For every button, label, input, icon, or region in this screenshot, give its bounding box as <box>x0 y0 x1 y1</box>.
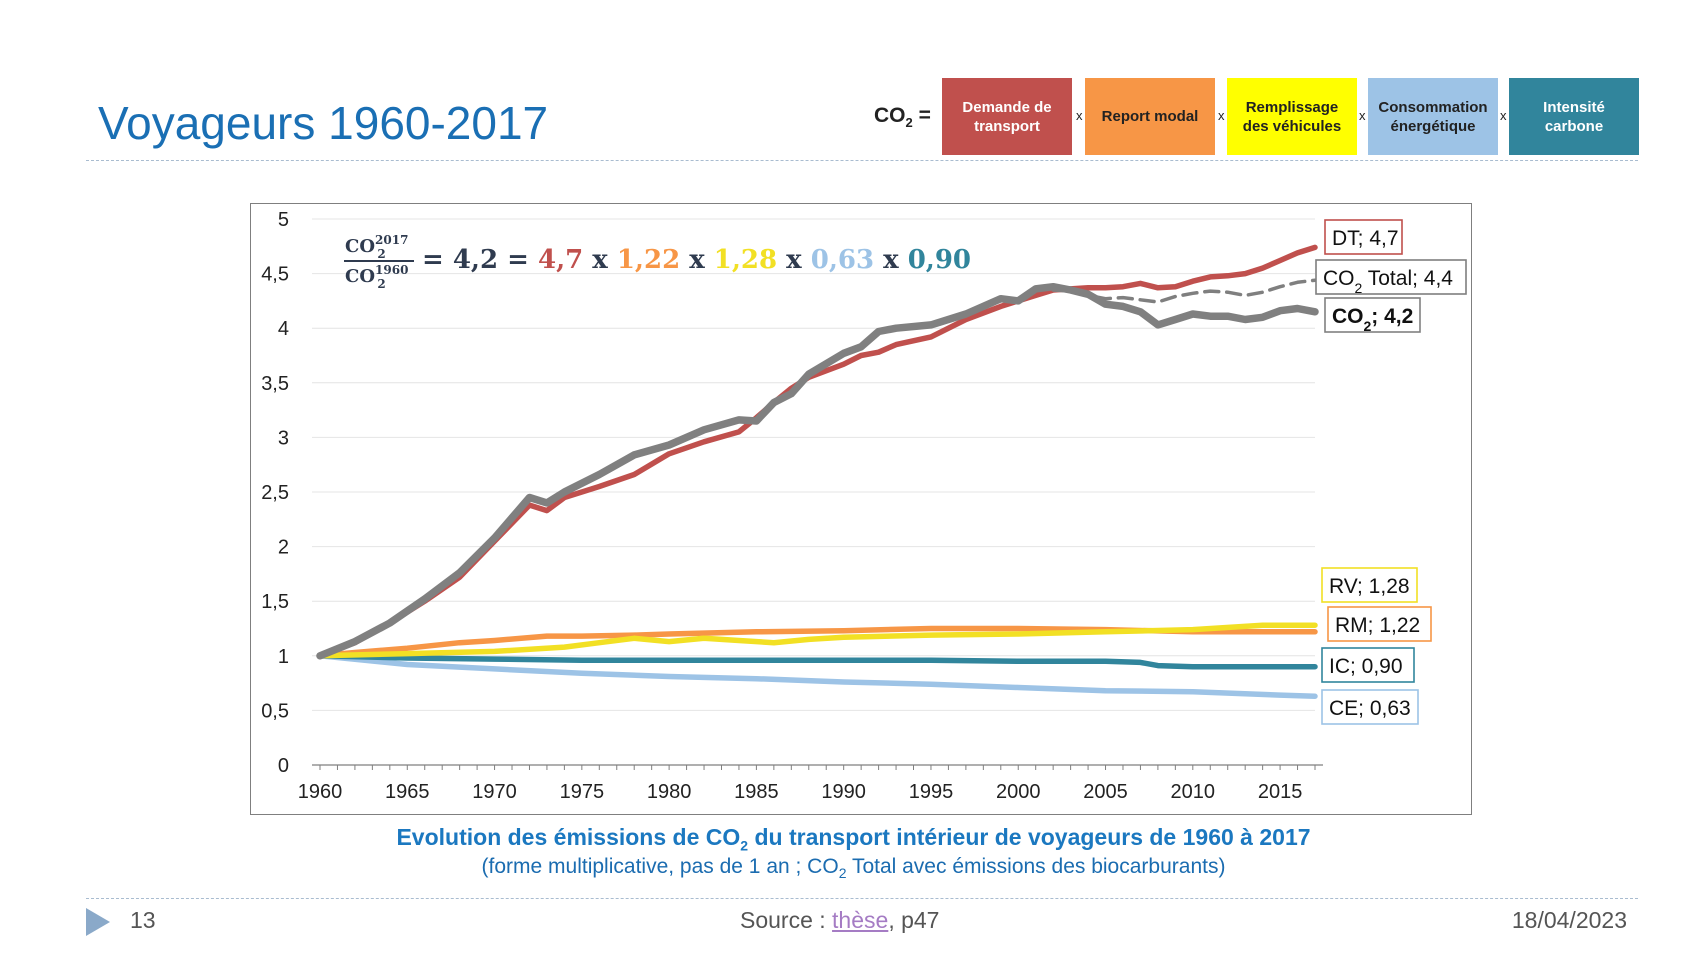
times-sign: x <box>1359 108 1366 123</box>
x-tick-label: 2015 <box>1258 781 1303 803</box>
slide-date: 18/04/2023 <box>1511 907 1627 933</box>
y-tick-label: 0 <box>278 755 289 777</box>
chart-subcaption: (forme multiplicative, pas de 1 an ; CO2… <box>481 855 1226 882</box>
slide-title: Voyageurs 1960-2017 <box>98 97 549 149</box>
x-tick-label: 1985 <box>734 781 779 803</box>
x-tick-label: 1970 <box>472 781 517 803</box>
x-tick-label: 1980 <box>647 781 692 803</box>
equation-denominator: CO1960 2 <box>345 263 408 291</box>
series-line-rv <box>317 622 1318 659</box>
series-label-text: IC; 0,90 <box>1329 655 1403 678</box>
footer-divider <box>86 898 1638 899</box>
y-tick-label: 3 <box>278 427 289 449</box>
series-line-ce <box>317 653 1318 699</box>
times-sign: x <box>1076 108 1083 123</box>
times-sign: x <box>1500 108 1507 123</box>
series-label-box <box>1327 606 1432 642</box>
series-label-co2-total: CO2 Total; 4,4 <box>1315 259 1467 296</box>
series-label-ce: CE; 0,63 <box>1321 689 1419 725</box>
formula-lhs: CO2 = <box>874 104 931 131</box>
times-sign: x <box>1218 108 1225 123</box>
x-tick-label: 1995 <box>909 781 954 803</box>
y-tick-label: 3,5 <box>261 373 289 395</box>
series-label-co2: CO2; 4,2 <box>1324 297 1421 334</box>
series-label-text: CO2 Total; 4,4 <box>1323 267 1453 296</box>
series-label-text: RM; 1,22 <box>1335 614 1420 637</box>
play-arrow-icon[interactable] <box>86 908 110 936</box>
series-line-co2 <box>316 282 1319 660</box>
series-label-dt: DT; 4,7 <box>1324 219 1403 255</box>
y-tick-label: 5 <box>278 209 289 231</box>
x-tick-label: 2010 <box>1171 781 1216 803</box>
factor-remplissage: Remplissage des véhicules <box>1227 78 1357 155</box>
header-divider <box>86 160 1638 161</box>
series-label-text: CE; 0,63 <box>1329 697 1411 720</box>
y-tick-label: 2 <box>278 537 289 559</box>
source-link[interactable]: thèse <box>832 907 889 933</box>
x-tick-label: 1990 <box>821 781 866 803</box>
series-line-dt <box>317 244 1318 659</box>
y-tick-label: 2,5 <box>261 482 289 504</box>
series-label-ic: IC; 0,90 <box>1321 647 1415 683</box>
source-line: Source : thèse, p47 <box>740 907 940 933</box>
x-tick-label: 2000 <box>996 781 1041 803</box>
series-label-box <box>1321 567 1418 603</box>
factor-consommation: Consommation énergétique <box>1368 78 1498 155</box>
series-label-box <box>1324 297 1421 333</box>
chart-frame <box>250 203 1472 815</box>
series-label-text: RV; 1,28 <box>1329 575 1410 598</box>
factor-intensite-carbone: Intensité carbone <box>1509 78 1639 155</box>
y-tick-label: 4 <box>278 318 289 340</box>
series-line-ic <box>317 653 1318 670</box>
series-label-box <box>1324 219 1403 255</box>
factor-demande-transport: Demande de transport <box>942 78 1072 155</box>
x-tick-label: 2005 <box>1083 781 1128 803</box>
equation-numerator: CO2017 2 <box>345 233 408 261</box>
x-tick-label: 1965 <box>385 781 430 803</box>
series-label-rv: RV; 1,28 <box>1321 567 1418 603</box>
page-number: 13 <box>130 907 156 933</box>
y-tick-label: 1 <box>278 646 289 668</box>
series-label-text: DT; 4,7 <box>1332 227 1399 250</box>
series-label-box <box>1321 647 1415 683</box>
equation-values: = 4,2 = 4,7 x 1,22 x 1,28 x 0,63 x 0,90 <box>422 245 971 275</box>
series-label-box <box>1321 689 1419 725</box>
x-tick-label: 1975 <box>560 781 605 803</box>
series-label-box <box>1315 259 1467 295</box>
y-tick-label: 1,5 <box>261 591 289 613</box>
x-tick-label: 1960 <box>298 781 343 803</box>
series-label-rm: RM; 1,22 <box>1327 606 1432 642</box>
y-tick-label: 0,5 <box>261 700 289 722</box>
chart-caption: Evolution des émissions de CO2 du transp… <box>396 824 1311 854</box>
factor-report-modal: Report modal <box>1085 78 1215 155</box>
series-label-text: CO2; 4,2 <box>1332 305 1413 334</box>
y-tick-label: 4,5 <box>261 264 289 286</box>
